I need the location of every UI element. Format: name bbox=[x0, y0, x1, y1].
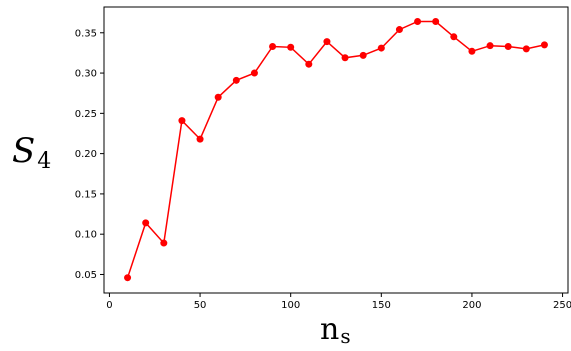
data-point bbox=[305, 60, 313, 68]
data-point bbox=[196, 135, 204, 143]
data-point bbox=[160, 239, 168, 247]
data-point bbox=[250, 69, 258, 77]
y-tick-label: 0.25 bbox=[75, 109, 97, 120]
y-tick-label: 0.05 bbox=[75, 270, 97, 281]
axis-ticks: 0 50 100 150 200 250 0.05 0.10 0.15 0.20 0.25 0.30 0… bbox=[75, 28, 571, 311]
x-axis-label: ns bbox=[320, 312, 351, 348]
data-point bbox=[432, 18, 440, 26]
data-point bbox=[540, 41, 548, 49]
data-point bbox=[450, 33, 458, 41]
data-point bbox=[178, 117, 186, 125]
series-layer bbox=[124, 18, 548, 282]
data-point bbox=[269, 42, 277, 50]
x-axis-label-subscript: s bbox=[340, 324, 350, 348]
x-tick-label: 100 bbox=[281, 300, 300, 311]
data-point bbox=[341, 54, 349, 62]
y-tick-label: 0.30 bbox=[75, 69, 97, 80]
series-line bbox=[126, 20, 545, 278]
data-point bbox=[377, 44, 385, 52]
data-point bbox=[395, 26, 403, 34]
data-point bbox=[414, 18, 422, 26]
x-tick-label: 0 bbox=[106, 300, 112, 311]
x-tick-label: 50 bbox=[194, 300, 207, 311]
y-axis-label: S4 bbox=[12, 131, 51, 174]
plot-frame bbox=[103, 6, 569, 294]
data-point bbox=[214, 93, 222, 101]
y-axis-label-subscript: 4 bbox=[37, 149, 51, 174]
data-point bbox=[124, 274, 132, 282]
x-tick-label: 200 bbox=[462, 300, 481, 311]
data-point bbox=[323, 38, 331, 46]
data-point bbox=[504, 42, 512, 50]
y-tick-label: 0.15 bbox=[75, 189, 97, 200]
data-point bbox=[287, 43, 295, 51]
data-point bbox=[468, 47, 476, 55]
data-point bbox=[232, 76, 240, 84]
data-point bbox=[522, 45, 530, 53]
data-point bbox=[142, 219, 150, 227]
x-tick-label: 150 bbox=[372, 300, 391, 311]
y-tick-label: 0.10 bbox=[75, 230, 97, 241]
y-tick-label: 0.20 bbox=[75, 149, 97, 160]
data-point bbox=[486, 42, 494, 50]
x-tick-label: 250 bbox=[553, 300, 571, 311]
data-point bbox=[359, 51, 367, 59]
y-tick-label: 0.35 bbox=[75, 28, 97, 39]
